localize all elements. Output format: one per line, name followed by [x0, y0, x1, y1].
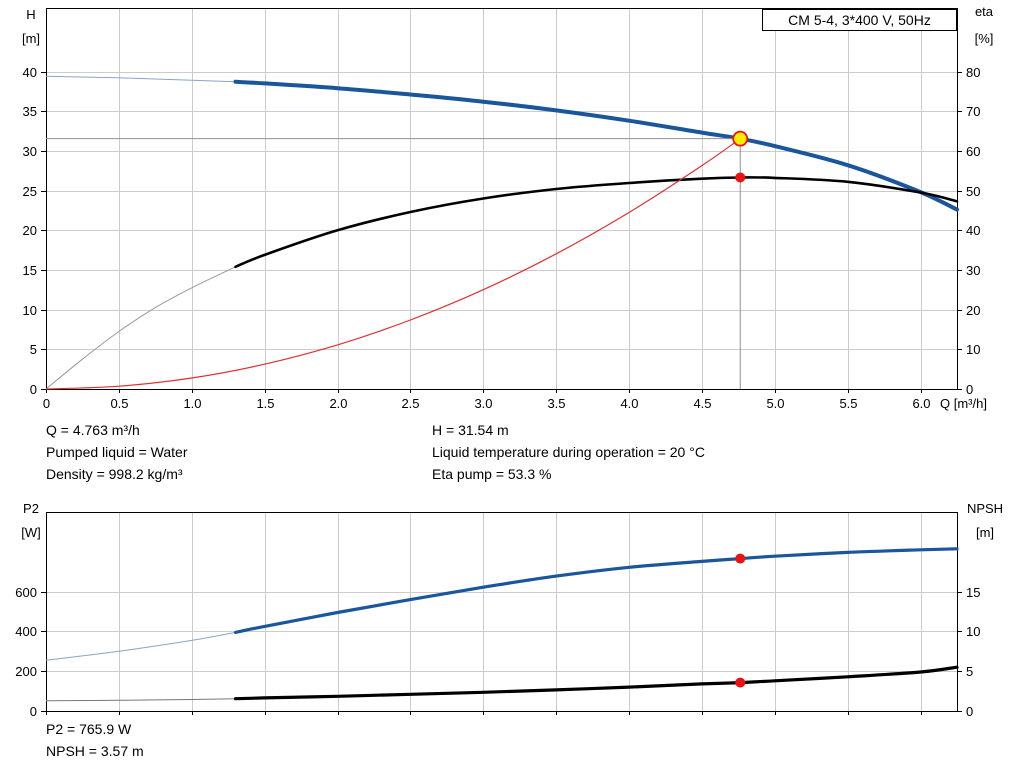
tick-label: 0.5 — [110, 396, 128, 411]
plot-frame — [46, 8, 958, 390]
tick-label: 20 — [966, 303, 980, 318]
npsh-duty-marker — [735, 677, 746, 688]
tick-label: 0 — [43, 396, 50, 411]
npsh-curve-thin — [45, 698, 236, 702]
result-npsh: NPSH = 3.57 m — [46, 743, 144, 759]
tick-label: 5 — [966, 664, 973, 679]
tick-label: 5 — [30, 342, 37, 357]
tick-label: 6.0 — [912, 396, 930, 411]
tick-label: 4.0 — [620, 396, 638, 411]
tick-label: 10 — [966, 342, 980, 357]
tick-label: 15 — [23, 263, 37, 278]
eta-curve-thin — [45, 266, 236, 390]
tick-label: 25 — [23, 184, 37, 199]
plot-frame — [46, 512, 958, 712]
duty-point-marker — [732, 130, 749, 147]
tick-label: 70 — [966, 104, 980, 119]
tick-label: 5.5 — [839, 396, 857, 411]
npsh-axis-label: NPSH — [966, 501, 1004, 516]
result-flow: Q = 4.763 m³/h — [46, 422, 140, 438]
tick-label: 600 — [15, 585, 37, 600]
tick-label: 15 — [966, 585, 980, 600]
tick-label: 10 — [966, 624, 980, 639]
eta-curve — [234, 176, 959, 269]
h-q-curve-thin — [45, 75, 236, 83]
tick-label: 50 — [966, 184, 980, 199]
tick-label: 60 — [966, 144, 980, 159]
tick-label: 4.5 — [693, 396, 711, 411]
p2-duty-marker — [735, 553, 746, 564]
tick-label: 0 — [30, 704, 37, 719]
result-p2: P2 = 765.9 W — [46, 721, 132, 737]
tick-label: 40 — [966, 223, 980, 238]
tick-label: 1.0 — [183, 396, 201, 411]
result-head: H = 31.54 m — [432, 422, 509, 438]
tick-label: 1.5 — [256, 396, 274, 411]
p2-curve — [233, 547, 959, 634]
p2-axis-label: P2 — [23, 501, 39, 516]
tick-label: 80 — [966, 65, 980, 80]
tick-label: 3.5 — [547, 396, 565, 411]
tick-label: 20 — [23, 223, 37, 238]
tick-label: 400 — [15, 624, 37, 639]
tick-label: 30 — [966, 263, 980, 278]
tick-label: 2.5 — [401, 396, 419, 411]
result-eta-pump: Eta pump = 53.3 % — [432, 466, 552, 482]
p2-curve-thin — [45, 631, 236, 661]
tick-label: 30 — [23, 144, 37, 159]
result-density: Density = 998.2 kg/m³ — [46, 466, 183, 482]
tick-label: 0 — [30, 382, 37, 397]
tick-label: 10 — [23, 303, 37, 318]
tick-label: 0 — [966, 704, 973, 719]
eta-duty-marker — [735, 172, 746, 183]
tick-label: 0 — [966, 382, 973, 397]
pump-model-label: CM 5-4, 3*400 V, 50Hz — [762, 9, 957, 31]
h-axis-label: H — [26, 7, 36, 22]
tick-label: 3.0 — [474, 396, 492, 411]
h-axis-unit: [m] — [21, 31, 41, 46]
q-axis-label: Q [m³/h] — [940, 396, 987, 411]
npsh-axis-unit: [m] — [975, 525, 995, 540]
system-curve — [45, 138, 741, 390]
eta-axis-label: eta — [974, 4, 994, 19]
tick-label: 200 — [15, 664, 37, 679]
tick-label: 35 — [23, 104, 37, 119]
p2-axis-unit: [W] — [21, 525, 41, 540]
tick-label: 2.0 — [329, 396, 347, 411]
result-pumped-liquid: Pumped liquid = Water — [46, 444, 188, 460]
h-q-curve — [233, 79, 959, 212]
tick-label: 40 — [23, 65, 37, 80]
npsh-curve — [233, 665, 959, 701]
result-liquid-temperature: Liquid temperature during operation = 20… — [432, 444, 705, 460]
tick-label: 5.0 — [766, 396, 784, 411]
eta-axis-unit: [%] — [974, 31, 994, 46]
